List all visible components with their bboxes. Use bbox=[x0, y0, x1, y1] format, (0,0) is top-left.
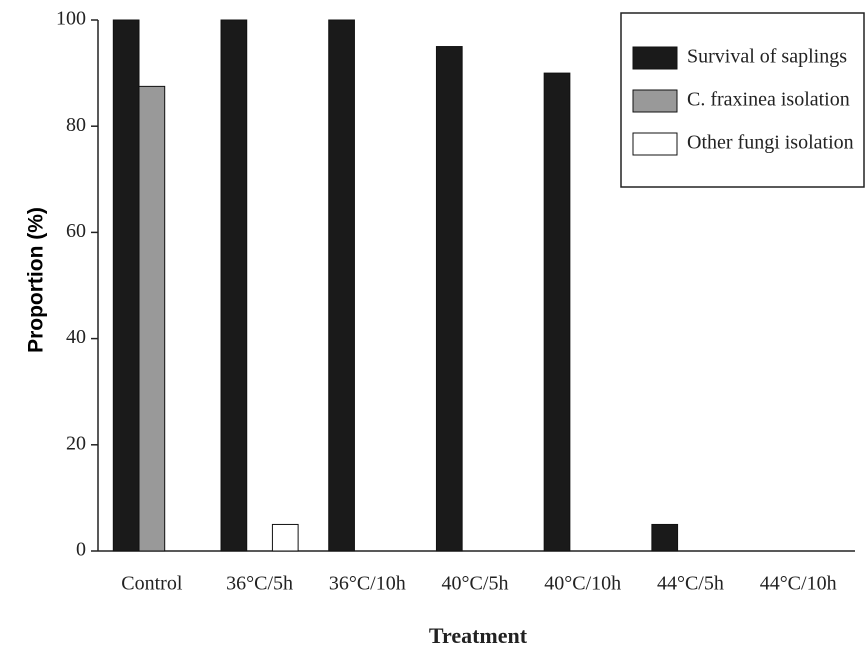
x-tick-label: 36°C/5h bbox=[226, 573, 293, 595]
bar bbox=[435, 46, 463, 552]
x-tick-label: 36°C/10h bbox=[329, 573, 406, 595]
y-tick-label: 60 bbox=[66, 220, 86, 242]
x-tick-label: Control bbox=[121, 573, 183, 595]
y-axis-label: Proportion (%) bbox=[25, 207, 48, 353]
legend-swatch bbox=[632, 89, 678, 113]
bar bbox=[112, 19, 140, 552]
x-tick-label: 44°C/5h bbox=[657, 573, 724, 595]
x-axis-label: Treatment bbox=[429, 623, 528, 648]
bar bbox=[220, 19, 248, 552]
bar bbox=[328, 19, 355, 552]
y-tick-label: 20 bbox=[66, 432, 86, 454]
bar bbox=[543, 72, 571, 552]
legend-swatch bbox=[632, 46, 678, 70]
legend-label: C. fraxinea isolation bbox=[687, 89, 850, 111]
y-tick-label: 100 bbox=[56, 8, 86, 30]
x-tick-label: 40°C/5h bbox=[442, 573, 509, 595]
x-tick-label: 40°C/10h bbox=[544, 573, 621, 595]
y-tick-label: 0 bbox=[76, 539, 86, 561]
legend-label: Survival of saplings bbox=[687, 46, 847, 68]
x-tick-label: 44°C/10h bbox=[760, 573, 837, 595]
bar bbox=[271, 523, 299, 552]
legend-label: Other fungi isolation bbox=[687, 132, 854, 154]
bar bbox=[651, 523, 679, 552]
y-tick-label: 40 bbox=[66, 326, 86, 348]
y-tick-label: 80 bbox=[66, 114, 86, 136]
bar bbox=[138, 85, 166, 552]
legend-swatch bbox=[632, 132, 678, 156]
